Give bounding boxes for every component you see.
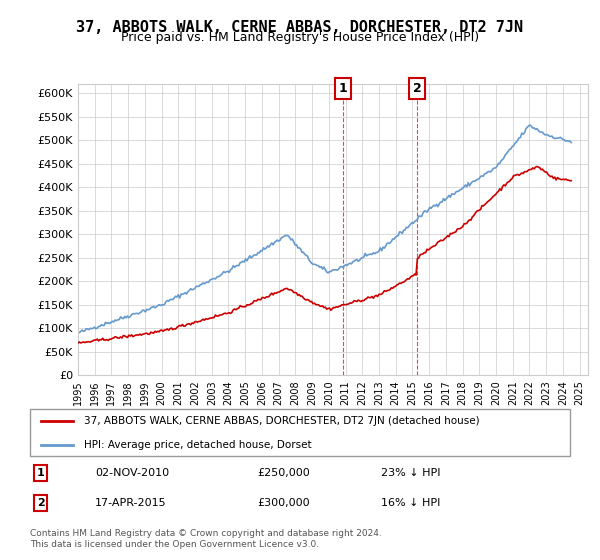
Text: 2: 2 xyxy=(413,82,422,95)
Text: 2: 2 xyxy=(37,498,44,508)
Text: 23% ↓ HPI: 23% ↓ HPI xyxy=(381,468,440,478)
Text: 1: 1 xyxy=(338,82,347,95)
FancyBboxPatch shape xyxy=(30,409,570,456)
Text: £300,000: £300,000 xyxy=(257,498,310,508)
Text: 37, ABBOTS WALK, CERNE ABBAS, DORCHESTER, DT2 7JN: 37, ABBOTS WALK, CERNE ABBAS, DORCHESTER… xyxy=(76,20,524,35)
Text: 37, ABBOTS WALK, CERNE ABBAS, DORCHESTER, DT2 7JN (detached house): 37, ABBOTS WALK, CERNE ABBAS, DORCHESTER… xyxy=(84,416,479,426)
Text: 17-APR-2015: 17-APR-2015 xyxy=(95,498,166,508)
Text: 02-NOV-2010: 02-NOV-2010 xyxy=(95,468,169,478)
Text: HPI: Average price, detached house, Dorset: HPI: Average price, detached house, Dors… xyxy=(84,440,311,450)
Text: 16% ↓ HPI: 16% ↓ HPI xyxy=(381,498,440,508)
Text: 1: 1 xyxy=(37,468,44,478)
Text: Contains HM Land Registry data © Crown copyright and database right 2024.
This d: Contains HM Land Registry data © Crown c… xyxy=(30,529,382,549)
Text: Price paid vs. HM Land Registry's House Price Index (HPI): Price paid vs. HM Land Registry's House … xyxy=(121,31,479,44)
Text: £250,000: £250,000 xyxy=(257,468,310,478)
